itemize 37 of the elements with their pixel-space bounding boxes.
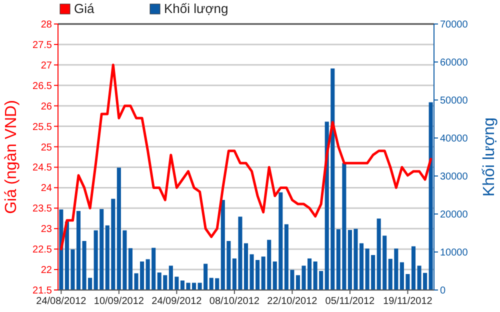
y2-tick-label: 20000: [440, 210, 468, 220]
y-tick-label: 26: [40, 101, 52, 112]
legend-label: Khối lượng: [164, 1, 228, 16]
y2-tick-label: 60000: [440, 58, 468, 68]
y2-axis-title: Khối lượng: [481, 117, 498, 197]
bar: [244, 243, 248, 290]
y-tick-label: 25.5: [32, 122, 52, 133]
y-axis-title: Giá (ngàn VND): [3, 100, 20, 214]
bar: [76, 210, 81, 290]
y2-tick-label: 50000: [440, 96, 468, 106]
y2-tick-label: 40000: [440, 134, 468, 144]
y-tick-label: 24: [40, 183, 52, 194]
y-tick-label: 21.5: [32, 286, 52, 296]
y2-tick-label: 0: [440, 286, 446, 296]
x-tick-label: 24/09/2012: [152, 296, 202, 307]
legend-label: Giá: [74, 1, 95, 16]
x-tick-label: 08/10/2012: [209, 296, 260, 307]
y2-tick-label: 10000: [440, 248, 468, 258]
y-tick-label: 26.5: [32, 80, 52, 92]
y-tick-label: 24.5: [32, 162, 52, 174]
x-tick-label: 05/11/2012: [325, 296, 376, 307]
y2-tick-label: 70000: [440, 20, 468, 30]
y-tick-label: 22.5: [32, 244, 52, 256]
y-tick-label: 28: [40, 20, 52, 30]
y-tick-label: 27.5: [32, 40, 52, 51]
x-tick-label: 19/11/2012: [383, 296, 433, 307]
y-tick-label: 23: [40, 224, 52, 236]
x-tick-label: 22/10/2012: [267, 296, 318, 307]
y-tick-label: 27: [40, 60, 52, 72]
y2-tick-label: 30000: [440, 172, 468, 182]
x-tick-label: 10/09/2012: [94, 296, 144, 307]
bar: [411, 246, 416, 290]
y-tick-label: 22: [40, 265, 52, 276]
y-tick-label: 25: [40, 142, 52, 154]
x-tick-label: 24/08/2012: [36, 296, 87, 307]
y-tick-label: 23.5: [32, 204, 52, 215]
bar: [59, 209, 64, 290]
